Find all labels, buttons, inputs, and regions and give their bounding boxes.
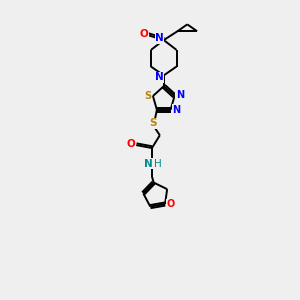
Text: N: N xyxy=(155,72,164,82)
Text: N: N xyxy=(144,159,153,169)
Text: N: N xyxy=(172,105,180,115)
Text: O: O xyxy=(167,199,175,209)
Text: S: S xyxy=(149,118,157,128)
Text: O: O xyxy=(127,139,136,148)
Text: N: N xyxy=(155,33,164,43)
Text: H: H xyxy=(154,159,162,169)
Text: O: O xyxy=(139,29,148,39)
Text: S: S xyxy=(144,91,151,101)
Text: N: N xyxy=(176,90,184,100)
